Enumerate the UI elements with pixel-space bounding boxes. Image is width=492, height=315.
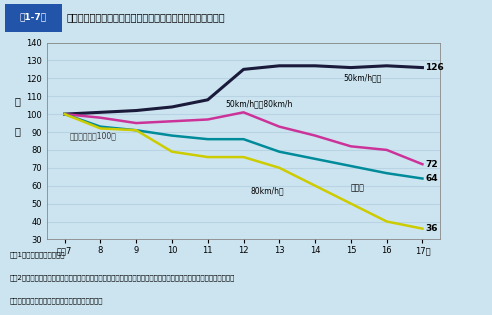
Text: 72: 72 bbox=[425, 160, 438, 169]
Text: 80km/h超: 80km/h超 bbox=[251, 186, 284, 196]
Text: 126: 126 bbox=[425, 63, 444, 72]
Text: 注　1　警察庁資料による。: 注 1 警察庁資料による。 bbox=[10, 251, 65, 258]
Text: 死者数: 死者数 bbox=[351, 183, 365, 192]
Text: （平成７年＝100）: （平成７年＝100） bbox=[70, 131, 117, 140]
Text: 64: 64 bbox=[425, 174, 438, 183]
FancyBboxPatch shape bbox=[5, 4, 62, 32]
Text: 50km/h超～80km/h: 50km/h超～80km/h bbox=[226, 99, 293, 108]
Text: め，危険を認知した時点の速度をいう。: め，危険を認知した時点の速度をいう。 bbox=[10, 297, 103, 304]
Text: 数: 数 bbox=[14, 126, 20, 136]
Text: 指: 指 bbox=[14, 97, 20, 106]
Text: 2　危険認知速度とは，自動車又は原付運転者が，相手方車両，人，駐車車両又は物件等（防護柵，電柱等）を認: 2 危険認知速度とは，自動車又は原付運転者が，相手方車両，人，駐車車両又は物件等… bbox=[10, 274, 235, 281]
Text: 36: 36 bbox=[425, 224, 438, 233]
Text: 危険認知速度別交通事故件数（一般道路）及び死者数の推移: 危険認知速度別交通事故件数（一般道路）及び死者数の推移 bbox=[66, 12, 225, 22]
Text: 50km/h以下: 50km/h以下 bbox=[344, 74, 382, 83]
Text: 第1-7図: 第1-7図 bbox=[20, 13, 47, 21]
